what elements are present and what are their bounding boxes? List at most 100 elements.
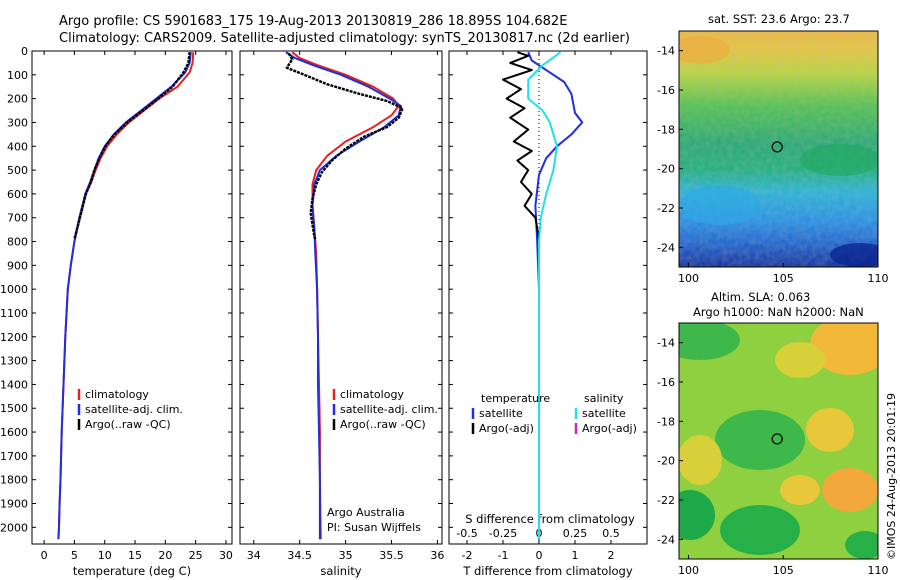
temp-xtick-label: 20 — [158, 549, 172, 562]
diff-top-tick-label: 0.25 — [563, 527, 588, 540]
sst-map-title: sat. SST: 23.6 Argo: 23.7 — [708, 12, 850, 26]
temp-xtick-label: 30 — [219, 549, 233, 562]
sal-xtick-label: 36 — [430, 549, 444, 562]
diff-top-xlabel: S difference from climatology — [465, 512, 635, 526]
difference-panel: -2 -1 0 1 2 T difference from climatology -0.5… — [448, 50, 648, 578]
sla-patch-11 — [845, 531, 878, 559]
sla-map-axes: 100 105 110 -14 -16 -18 -20 -22 -24 — [657, 337, 888, 577]
temp-ytick-label: 1200 — [0, 331, 28, 344]
diff-xtick-label: -2 — [462, 549, 473, 562]
sal-series-climatology-line — [291, 51, 400, 540]
sst-argo-marker — [771, 141, 783, 153]
sla-ytick-label: -22 — [657, 494, 675, 507]
sla-xtick-label: 110 — [868, 564, 889, 577]
diff-xlabel: T difference from climatology — [462, 564, 633, 578]
sla-xtick-label: 100 — [678, 564, 699, 577]
sal-xtick-label: 34 — [247, 549, 261, 562]
diff-top-tick-label: -0.5 — [456, 527, 477, 540]
temp-ytick-label: 1900 — [0, 498, 28, 511]
temp-xtick-label: 0 — [41, 549, 48, 562]
temp-legend-label: Argo(..raw -QC) — [85, 418, 171, 431]
sla-ytick-label: -24 — [657, 533, 675, 546]
sal-legend-label: climatology — [340, 388, 404, 401]
sst-warm-patch — [679, 36, 730, 64]
sla-patch-5 — [679, 435, 722, 485]
diff-legend-temp-label: satellite — [479, 407, 523, 420]
temp-ytick-label: 1300 — [0, 355, 28, 368]
diff-xtick-label: 2 — [608, 549, 615, 562]
diff-xtick-label: 1 — [572, 549, 579, 562]
diff-top-tick-label: 0.5 — [602, 527, 620, 540]
temp-xtick-label: 5 — [71, 549, 78, 562]
temp-ytick-label: 2000 — [0, 521, 28, 534]
sla-argo-marker — [771, 433, 783, 445]
sal-xlabel: salinity — [320, 564, 361, 578]
sla-ytick-label: -16 — [657, 376, 675, 389]
temp-ytick-label: 1600 — [0, 426, 28, 439]
figure-title-line2: Climatology: CARS2009. Satellite-adjuste… — [59, 31, 630, 46]
sst-cool-patch — [680, 185, 760, 225]
sst-xtick-label: 105 — [773, 272, 794, 285]
sla-patch-4 — [715, 410, 805, 470]
temp-ytick-label: 1500 — [0, 402, 28, 415]
temp-ytick-label: 500 — [7, 164, 28, 177]
diff-xtick-label: 0 — [536, 549, 543, 562]
sla-patch-6 — [806, 408, 854, 452]
temp-series-argo-line — [73, 52, 191, 240]
temp-ytick-label: 0 — [21, 45, 28, 58]
sla-ytick-label: -20 — [657, 455, 675, 468]
sst-ytick-label: -24 — [657, 241, 675, 254]
sst-ytick-label: -14 — [657, 45, 675, 58]
diff-series-argo-line — [502, 51, 540, 240]
diff-legend-temp-label: Argo(-adj) — [479, 422, 534, 435]
sst-map-frame — [678, 30, 879, 268]
sst-ytick-label: -20 — [657, 163, 675, 176]
diff-legend-temp-label: temperature — [481, 392, 550, 405]
sla-map-subtitle: Argo h1000: NaN h2000: NaN — [693, 305, 864, 319]
sla-patch-10 — [780, 475, 820, 505]
temp-legend-label: satellite-adj. clim. — [85, 403, 183, 416]
temp-ytick-label: 300 — [7, 116, 28, 129]
salinity-panel: 34 34.5 35 35.5 36 salinity climatology satelli… — [239, 50, 444, 578]
diff-series-sal_satellite-line — [527, 51, 562, 540]
temp-ytick-label: 1700 — [0, 450, 28, 463]
sla-patch-3 — [775, 342, 825, 378]
figure-title-line1: Argo profile: CS 5901683_175 19-Aug-2013… — [59, 14, 567, 29]
sal-xtick-label: 34.5 — [287, 549, 312, 562]
temp-ytick-label: 700 — [7, 212, 28, 225]
temp-ytick-label: 1000 — [0, 283, 28, 296]
temp-ytick-label: 1800 — [0, 474, 28, 487]
diff-top-tick-label: -0.25 — [489, 527, 517, 540]
sla-patch-8 — [679, 490, 715, 540]
sst-green-patch — [800, 144, 878, 176]
temp-xlabel: temperature (deg C) — [73, 564, 191, 578]
temp-frame — [31, 50, 233, 545]
temp-xtick-label: 15 — [128, 549, 142, 562]
temperature-panel: 0100200300400500600700800900100011001200… — [0, 45, 233, 578]
sst-ytick-label: -18 — [657, 123, 675, 136]
sst-ytick-label: -16 — [657, 84, 675, 97]
sal-xtick-label: 35.5 — [379, 549, 404, 562]
sal-annotation: PI: Susan Wijffels — [327, 521, 421, 534]
diff-series-satellite-line — [527, 51, 584, 540]
sla-ytick-label: -18 — [657, 415, 675, 428]
sla-map-title: Altim. SLA: 0.063 — [711, 290, 810, 304]
sla-patch-1 — [679, 323, 740, 360]
sst-xtick-label: 110 — [868, 272, 889, 285]
sal-annotation: Argo Australia — [327, 506, 405, 519]
sst-deep-patch — [830, 243, 878, 267]
temp-xtick-label: 10 — [98, 549, 112, 562]
sal-series-argo-line — [285, 52, 404, 240]
diff-legend-sal-label: Argo(-adj) — [582, 422, 637, 435]
sal-xtick-label: 35 — [339, 549, 353, 562]
temp-legend-label: climatology — [85, 388, 149, 401]
sst-map-axes: 100 105 110 -14 -16 -18 -20 -22 -24 — [657, 45, 888, 285]
sal-legend-label: satellite-adj. clim. — [340, 403, 438, 416]
diff-frame — [448, 50, 648, 545]
sla-patch-9 — [720, 505, 800, 555]
sla-map: Altim. SLA: 0.063 Argo h1000: NaN h2000:… — [657, 290, 888, 577]
temp-ytick-label: 1100 — [0, 307, 28, 320]
temp-xtick-label: 25 — [189, 549, 203, 562]
temp-ytick-label: 200 — [7, 93, 28, 106]
